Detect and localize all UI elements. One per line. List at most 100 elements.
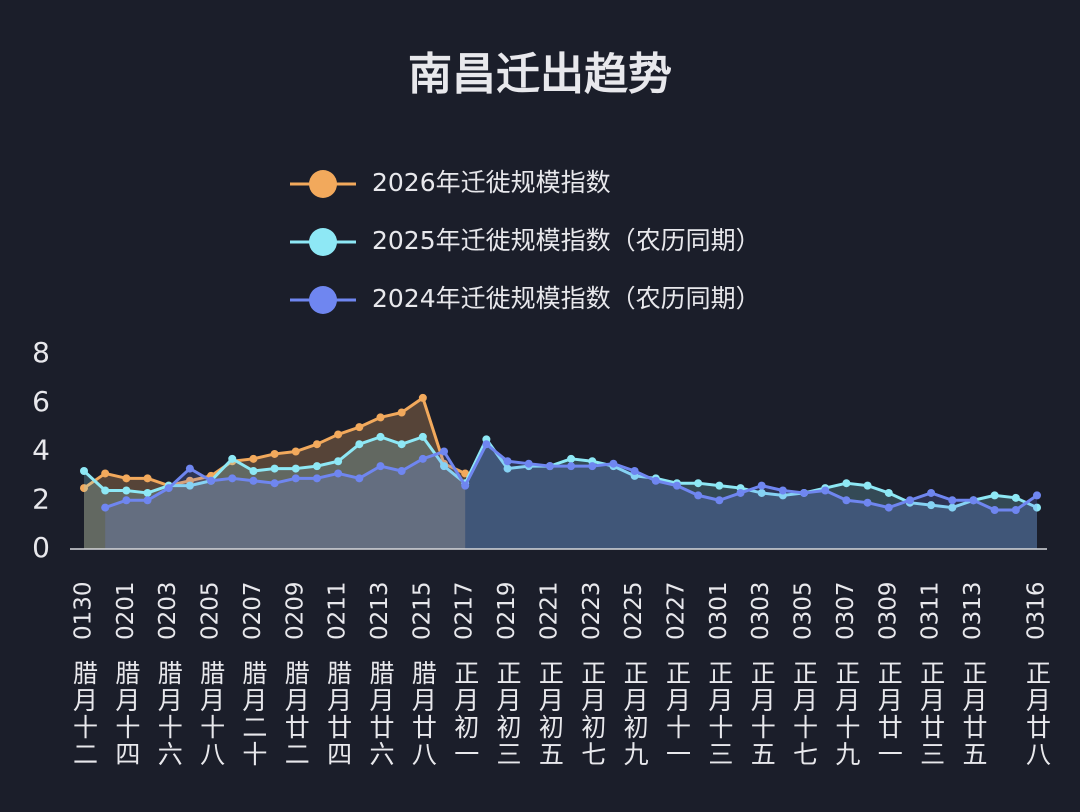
data-point bbox=[927, 488, 936, 497]
data-point bbox=[418, 432, 427, 441]
data-point bbox=[821, 486, 830, 495]
data-point bbox=[736, 488, 745, 497]
series-line bbox=[82, 435, 1038, 510]
x-tick-label: 0217 bbox=[452, 581, 478, 640]
y-tick-label: 0 bbox=[32, 531, 50, 564]
lunar-label: 腊月十六 bbox=[154, 660, 183, 768]
lunar-label: 腊月廿六 bbox=[366, 660, 395, 768]
lunar-label: 腊月十四 bbox=[112, 660, 141, 768]
x-tick-label: 0213 bbox=[367, 581, 393, 640]
x-tick-label: 0307 bbox=[833, 581, 859, 640]
data-point bbox=[990, 506, 999, 514]
data-point bbox=[122, 486, 131, 495]
data-point bbox=[334, 457, 343, 466]
data-point bbox=[1011, 506, 1020, 514]
data-point bbox=[207, 476, 216, 485]
data-point bbox=[545, 462, 554, 471]
legend-marker bbox=[309, 228, 337, 256]
x-tick-label: 0309 bbox=[875, 581, 901, 640]
data-point bbox=[270, 479, 279, 488]
data-point bbox=[927, 501, 936, 510]
data-point bbox=[101, 486, 110, 495]
x-tick-label: 0221 bbox=[536, 581, 562, 640]
data-point bbox=[651, 476, 660, 485]
x-tick-label: 0209 bbox=[282, 581, 308, 640]
data-point bbox=[842, 479, 851, 488]
data-point bbox=[355, 423, 364, 432]
data-point bbox=[757, 481, 766, 490]
x-tick-label: 0223 bbox=[579, 581, 605, 640]
lunar-label: 正月初七 bbox=[578, 660, 607, 768]
lunar-label: 正月初三 bbox=[493, 660, 522, 768]
data-point bbox=[863, 498, 872, 507]
data-point bbox=[757, 488, 766, 497]
data-point bbox=[312, 474, 321, 483]
data-point bbox=[503, 457, 512, 466]
x-tick-label: 0313 bbox=[960, 581, 986, 640]
data-point bbox=[270, 464, 279, 473]
x-tick-label: 0203 bbox=[155, 581, 181, 640]
data-point bbox=[334, 430, 343, 439]
data-point bbox=[249, 476, 258, 485]
data-point bbox=[778, 486, 787, 495]
y-tick-label: 2 bbox=[32, 482, 50, 515]
series-area bbox=[105, 444, 1037, 549]
x-tick-label: 0303 bbox=[748, 581, 774, 640]
data-point bbox=[440, 462, 449, 471]
data-point bbox=[567, 462, 576, 471]
data-point bbox=[440, 447, 449, 456]
data-point bbox=[355, 474, 364, 483]
legend-label: 2025年迁徙规模指数（农历同期） bbox=[372, 226, 761, 255]
data-point bbox=[80, 484, 88, 493]
data-point bbox=[397, 440, 406, 449]
x-tick-label: 0130 bbox=[71, 581, 97, 640]
data-point bbox=[800, 488, 809, 497]
data-point bbox=[143, 474, 152, 483]
legend-marker bbox=[309, 170, 337, 198]
data-point bbox=[694, 491, 703, 500]
lunar-label: 腊月廿四 bbox=[324, 660, 353, 768]
data-point bbox=[185, 464, 194, 473]
lunar-label: 正月十九 bbox=[832, 660, 861, 768]
legend-label: 2024年迁徙规模指数（农历同期） bbox=[372, 284, 761, 313]
data-point bbox=[101, 469, 110, 478]
data-point bbox=[418, 454, 427, 463]
data-point bbox=[842, 496, 851, 505]
data-point bbox=[990, 491, 999, 500]
data-point bbox=[291, 474, 300, 483]
lunar-label: 腊月十二 bbox=[70, 660, 99, 768]
data-point bbox=[482, 440, 491, 449]
lunar-label: 正月廿八 bbox=[1023, 660, 1052, 768]
x-tick-label: 0215 bbox=[409, 581, 435, 640]
data-point bbox=[122, 496, 131, 505]
lunar-label: 正月十三 bbox=[705, 660, 734, 768]
data-point bbox=[101, 503, 110, 512]
data-point bbox=[461, 481, 470, 490]
x-tick-label: 0305 bbox=[791, 581, 817, 640]
data-point bbox=[143, 488, 152, 497]
lunar-label: 正月廿一 bbox=[874, 660, 903, 768]
data-point bbox=[249, 467, 258, 475]
y-tick-label: 8 bbox=[32, 336, 50, 369]
lunar-label: 正月初一 bbox=[451, 660, 480, 768]
data-point bbox=[694, 479, 703, 488]
lunar-label: 腊月廿二 bbox=[281, 660, 310, 768]
data-point bbox=[291, 464, 300, 473]
data-point bbox=[397, 408, 406, 417]
data-point bbox=[948, 503, 957, 512]
data-point bbox=[376, 462, 385, 471]
x-tick-label: 0201 bbox=[113, 581, 139, 640]
x-tick-label: 0227 bbox=[663, 581, 689, 640]
data-point bbox=[503, 464, 512, 473]
data-point bbox=[609, 459, 618, 468]
data-point bbox=[863, 481, 872, 490]
data-point bbox=[122, 474, 131, 483]
data-point bbox=[270, 449, 279, 458]
data-point bbox=[185, 481, 194, 490]
data-point bbox=[905, 496, 914, 505]
lunar-label: 正月初九 bbox=[620, 660, 649, 768]
series-area bbox=[84, 436, 1037, 549]
data-point bbox=[1033, 503, 1041, 512]
data-point bbox=[80, 467, 88, 475]
x-tick-label: 0205 bbox=[198, 581, 224, 640]
